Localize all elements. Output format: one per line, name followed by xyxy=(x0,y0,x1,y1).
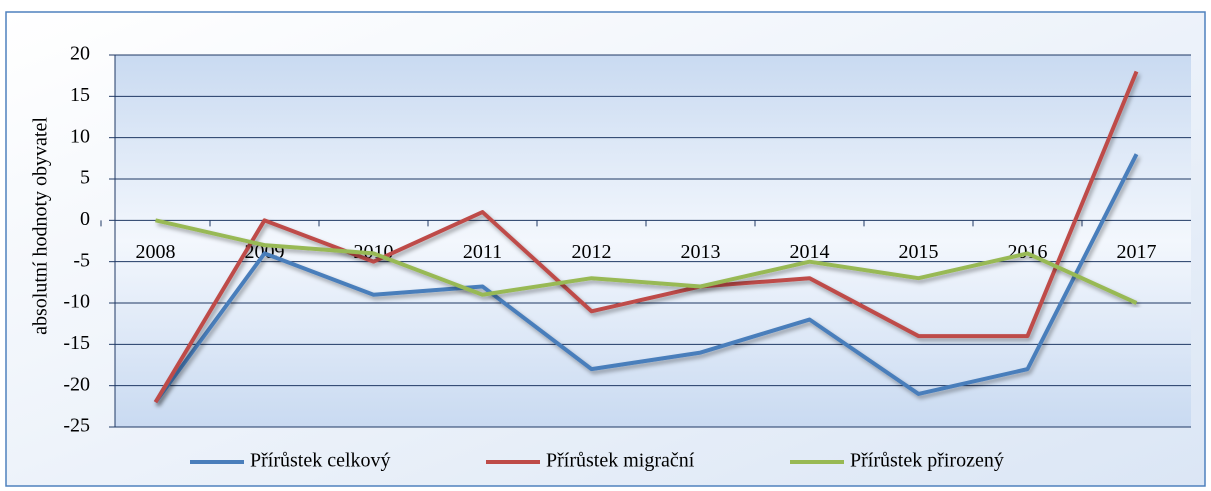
x-tick-label: 2013 xyxy=(681,241,721,263)
y-tick-label: 5 xyxy=(80,167,90,189)
legend-item: Přírůstek migrační xyxy=(486,450,695,472)
legend-label: Přírůstek celkový xyxy=(250,450,391,472)
series-line xyxy=(153,153,1139,404)
y-tick-label: -20 xyxy=(63,373,90,395)
legend-item: Přírůstek přirozený xyxy=(790,450,1004,472)
legend-item: Přírůstek celkový xyxy=(190,450,391,472)
y-tick-label: 15 xyxy=(70,84,90,106)
y-tick-label: 10 xyxy=(70,125,90,147)
plot-area xyxy=(115,55,1191,427)
series-line xyxy=(155,218,1138,305)
x-tick-label: 2008 xyxy=(136,241,176,263)
x-tick-label: 2015 xyxy=(899,241,939,263)
y-tick-label: 0 xyxy=(80,208,90,230)
y-tick-label: 20 xyxy=(70,43,90,65)
x-tick-label: 2017 xyxy=(1117,241,1157,263)
legend-label: Přírůstek migrační xyxy=(546,450,695,472)
y-tick-label: -5 xyxy=(73,249,90,271)
y-tick-label: -10 xyxy=(63,291,90,313)
series-line xyxy=(153,70,1139,404)
y-axis-label: absolutní hodnoty obyvatel xyxy=(30,117,52,335)
x-tick-label: 2012 xyxy=(572,241,612,263)
x-tick-label: 2011 xyxy=(463,241,502,263)
y-tick-label: -15 xyxy=(63,332,90,354)
y-tick-label: -25 xyxy=(63,415,90,437)
x-tick-label: 2014 xyxy=(790,241,830,263)
legend-label: Přírůstek přirozený xyxy=(850,450,1004,472)
